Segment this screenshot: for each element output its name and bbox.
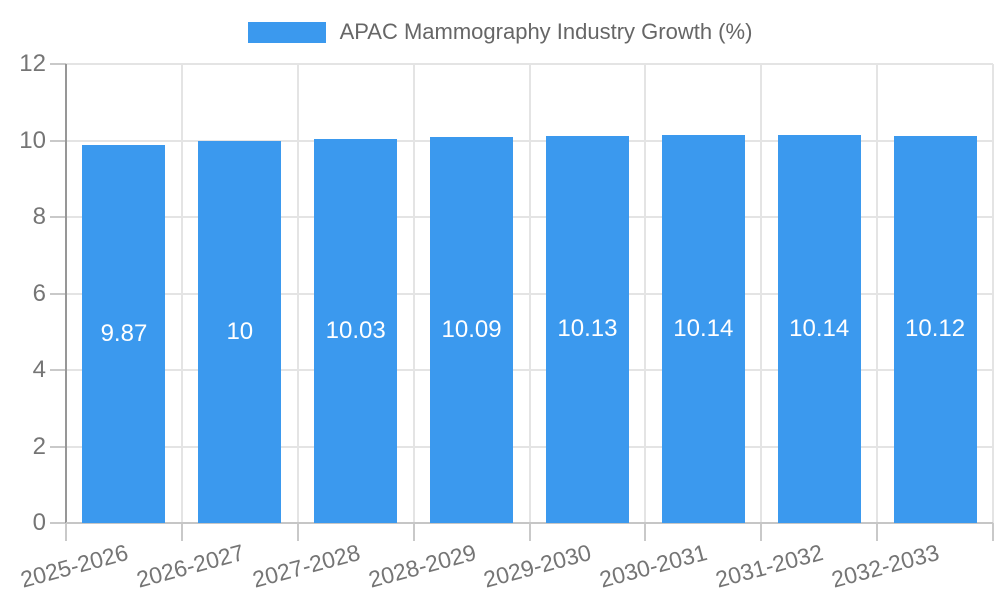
bar-2025-2026[interactable]: 9.87 [82,145,166,523]
bar-value-label: 10.09 [441,316,502,344]
bar-2032-2033[interactable]: 10.12 [893,135,977,523]
y-axis-tick-label: 2 [32,432,46,460]
x-gridline [528,64,531,523]
x-tick-mark [876,523,879,541]
bar-value-label: 10.03 [325,317,386,345]
x-gridline [992,64,994,523]
x-tick-mark [65,523,67,541]
bar-2026-2027[interactable]: 10 [198,140,282,523]
x-gridline [876,64,879,523]
x-gridline [412,64,415,523]
bar-value-label: 9.87 [100,320,148,348]
y-axis-tick-label: 0 [32,509,46,536]
y-tick-mark [50,139,66,142]
y-axis-tick-label: 12 [19,50,46,77]
y-tick-mark [50,369,66,371]
y-tick-mark [50,522,66,524]
bar-value-label: 10 [226,317,254,345]
bar-value-label: 10.14 [789,315,850,343]
x-tick-mark [180,523,183,541]
x-tick-mark [296,523,299,541]
y-tick-mark [50,216,66,218]
bar-2029-2030[interactable]: 10.13 [545,135,629,523]
x-tick-mark [644,523,647,541]
y-axis-tick-label: 4 [32,356,46,383]
legend-swatch [247,21,326,43]
bar-value-label: 10.12 [905,315,966,343]
x-axis-line [66,522,993,524]
bar-2028-2029[interactable]: 10.09 [430,137,514,523]
y-tick-mark [50,292,66,295]
bar-2030-2031[interactable]: 10.14 [661,135,745,523]
y-tick-mark [50,63,66,65]
y-axis-line [65,64,67,523]
y-tick-mark [50,445,66,448]
x-tick-mark [760,523,763,541]
bar-value-label: 10.14 [673,315,734,343]
x-gridline [760,64,763,523]
y-axis-tick-label: 10 [19,126,46,154]
x-gridline [296,64,299,523]
x-tick-mark [528,523,531,541]
y-axis-tick-label: 8 [32,203,46,230]
x-gridline [180,64,183,523]
bar-2031-2032[interactable]: 10.14 [777,135,861,523]
bar-2027-2028[interactable]: 10.03 [314,139,398,523]
y-axis-tick-label: 6 [32,279,46,307]
legend-item[interactable]: APAC Mammography Industry Growth (%) [0,19,1000,45]
bar-value-label: 10.13 [557,315,618,343]
x-tick-mark [412,523,415,541]
x-tick-mark [992,523,994,541]
x-gridline [644,64,647,523]
legend-label: APAC Mammography Industry Growth (%) [339,19,753,44]
